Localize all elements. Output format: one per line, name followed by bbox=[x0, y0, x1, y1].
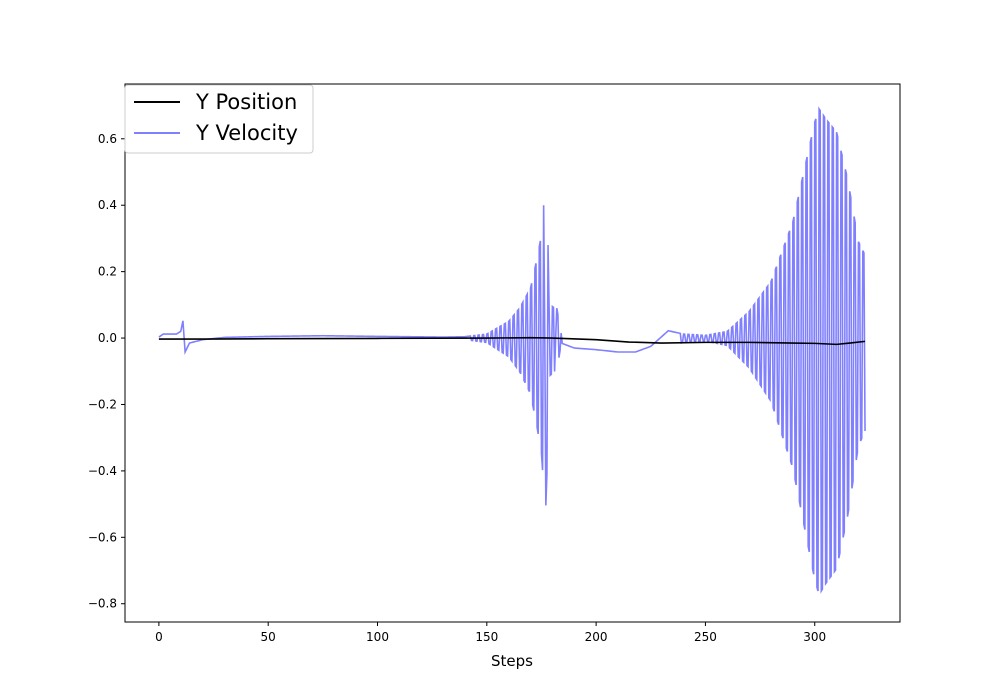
y-tick-label: −0.8 bbox=[88, 597, 117, 611]
x-tick-label: 200 bbox=[585, 630, 608, 644]
x-axis-label: Steps bbox=[491, 652, 533, 670]
x-axis: 0 50 100 150 200 250 300 bbox=[155, 622, 826, 644]
x-tick-label: 250 bbox=[694, 630, 717, 644]
legend: Y Position Y Velocity bbox=[124, 84, 314, 154]
y-tick-label: −0.4 bbox=[88, 464, 117, 478]
series-line-y-position bbox=[158, 336, 866, 346]
x-tick-label: 100 bbox=[366, 630, 389, 644]
legend-label-y-position: Y Position bbox=[195, 90, 297, 114]
y-tick-label: −0.2 bbox=[88, 397, 117, 411]
plot-frame bbox=[124, 83, 901, 623]
x-tick-label: 0 bbox=[155, 630, 163, 644]
x-tick-label: 150 bbox=[475, 630, 498, 644]
y-axis: −0.8 −0.6 −0.4 −0.2 0.0 0.2 0.4 0.6 bbox=[88, 132, 125, 611]
y-tick-label: 0.0 bbox=[98, 331, 117, 345]
y-tick-label: 0.4 bbox=[98, 198, 117, 212]
y-tick-label: −0.6 bbox=[88, 530, 117, 544]
y-tick-label: 0.6 bbox=[98, 132, 117, 146]
x-tick-label: 300 bbox=[803, 630, 826, 644]
y-tick-label: 0.2 bbox=[98, 265, 117, 279]
x-tick-label: 50 bbox=[261, 630, 276, 644]
plot-area bbox=[158, 106, 866, 594]
legend-label-y-velocity: Y Velocity bbox=[195, 121, 298, 145]
series-line-y-velocity bbox=[158, 106, 866, 594]
